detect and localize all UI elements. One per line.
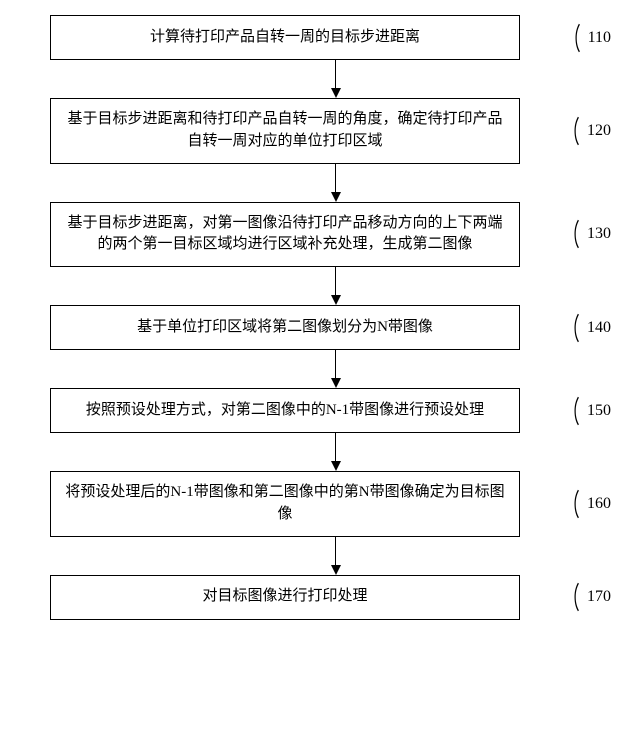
step-number-wrap-160: ︶ 160: [555, 489, 611, 519]
step-text-170: 对目标图像进行打印处理: [202, 586, 367, 608]
arrow-120: [101, 164, 571, 202]
arrow-130: [101, 267, 571, 305]
step-box-170: 对目标图像进行打印处理: [50, 575, 520, 620]
step-text-130: 基于目标步进距离，对第一图像沿待打印产品移动方向的上下两端的两个第一目标区域均进…: [65, 213, 505, 257]
arrow-head-icon: [331, 378, 341, 388]
brace-icon: ︶: [562, 396, 579, 426]
arrow-head-icon: [331, 88, 341, 98]
step-row-160: 将预设处理后的N-1带图像和第二图像中的第N带图像确定为目标图像 ︶ 160: [20, 471, 621, 537]
step-box-150: 按照预设处理方式，对第二图像中的N-1带图像进行预设处理: [50, 388, 520, 433]
brace-icon: ︶: [562, 489, 579, 519]
arrow-line: [335, 164, 336, 192]
arrow-150: [101, 433, 571, 471]
arrow-110: [101, 60, 571, 98]
step-text-110: 计算待打印产品自转一周的目标步进距离: [150, 27, 420, 49]
arrow-160: [101, 537, 571, 575]
arrow-line: [335, 60, 336, 88]
brace-icon: ︶: [562, 23, 579, 53]
step-row-120: 基于目标步进距离和待打印产品自转一周的角度，确定待打印产品自转一周对应的单位打印…: [20, 98, 621, 164]
step-text-150: 按照预设处理方式，对第二图像中的N-1带图像进行预设处理: [86, 400, 484, 422]
brace-icon: ︶: [562, 219, 579, 249]
step-number-wrap-140: ︶ 140: [555, 313, 611, 343]
arrow-line: [335, 537, 336, 565]
step-number-wrap-150: ︶ 150: [555, 396, 611, 426]
arrow-head-icon: [331, 565, 341, 575]
step-number-150: 150: [587, 402, 611, 420]
step-row-110: 计算待打印产品自转一周的目标步进距离 ︶ 110: [20, 15, 621, 60]
arrow-line: [335, 350, 336, 378]
arrow-line: [335, 433, 336, 461]
step-number-120: 120: [587, 122, 611, 140]
step-text-160: 将预设处理后的N-1带图像和第二图像中的第N带图像确定为目标图像: [65, 482, 505, 526]
brace-icon: ︶: [562, 582, 579, 612]
step-number-wrap-120: ︶ 120: [555, 116, 611, 146]
step-row-130: 基于目标步进距离，对第一图像沿待打印产品移动方向的上下两端的两个第一目标区域均进…: [20, 202, 621, 268]
step-row-170: 对目标图像进行打印处理 ︶ 170: [20, 575, 621, 620]
step-row-150: 按照预设处理方式，对第二图像中的N-1带图像进行预设处理 ︶ 150: [20, 388, 621, 433]
step-number-wrap-110: ︶ 110: [556, 23, 611, 53]
step-row-140: 基于单位打印区域将第二图像划分为N带图像 ︶ 140: [20, 305, 621, 350]
step-box-120: 基于目标步进距离和待打印产品自转一周的角度，确定待打印产品自转一周对应的单位打印…: [50, 98, 520, 164]
step-number-wrap-130: ︶ 130: [555, 219, 611, 249]
step-box-160: 将预设处理后的N-1带图像和第二图像中的第N带图像确定为目标图像: [50, 471, 520, 537]
step-text-140: 基于单位打印区域将第二图像划分为N带图像: [137, 317, 433, 339]
step-number-160: 160: [587, 495, 611, 513]
step-number-140: 140: [587, 319, 611, 337]
step-number-wrap-170: ︶ 170: [555, 582, 611, 612]
arrow-head-icon: [331, 192, 341, 202]
flowchart-container: 计算待打印产品自转一周的目标步进距离 ︶ 110 基于目标步进距离和待打印产品自转一周…: [0, 0, 641, 635]
brace-icon: ︶: [562, 116, 579, 146]
arrow-line: [335, 267, 336, 295]
brace-icon: ︶: [562, 313, 579, 343]
arrow-head-icon: [331, 295, 341, 305]
arrow-head-icon: [331, 461, 341, 471]
step-number-130: 130: [587, 225, 611, 243]
step-text-120: 基于目标步进距离和待打印产品自转一周的角度，确定待打印产品自转一周对应的单位打印…: [65, 109, 505, 153]
step-number-110: 110: [588, 29, 611, 47]
step-box-130: 基于目标步进距离，对第一图像沿待打印产品移动方向的上下两端的两个第一目标区域均进…: [50, 202, 520, 268]
step-box-110: 计算待打印产品自转一周的目标步进距离: [50, 15, 520, 60]
step-box-140: 基于单位打印区域将第二图像划分为N带图像: [50, 305, 520, 350]
step-number-170: 170: [587, 588, 611, 606]
arrow-140: [101, 350, 571, 388]
